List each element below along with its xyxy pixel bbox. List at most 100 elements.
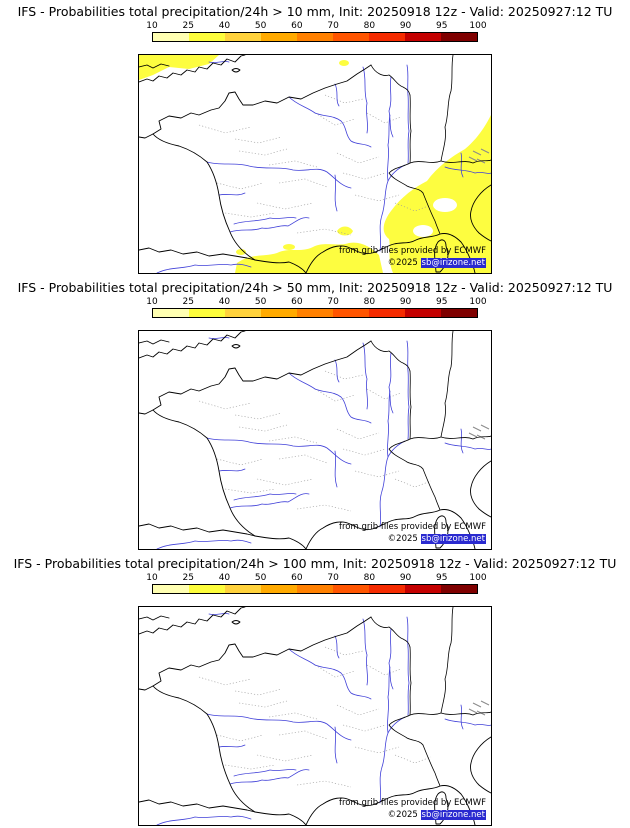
colorbar-tick-label: 10	[146, 21, 158, 31]
colorbar-gradient	[152, 308, 478, 318]
colorbar-segment	[297, 33, 333, 41]
colorbar-tick-label: 90	[399, 573, 412, 583]
colorbar-segment	[441, 309, 477, 317]
colorbar-tick-label: 80	[363, 21, 376, 31]
colorbar-tick-label: 25	[182, 573, 194, 583]
colorbar-ticks: 10 25 40 50 60 70 80 90 95 100	[146, 21, 486, 32]
colorbar-tick-label: 25	[182, 297, 194, 307]
colorbar-tick-label: 80	[363, 297, 376, 307]
colorbar-tick-label: 50	[254, 21, 267, 31]
colorbar-segment	[441, 585, 477, 593]
coastlines	[139, 607, 491, 825]
colorbar-segment	[333, 33, 369, 41]
country-borders	[370, 331, 491, 511]
colorbar-tick-label: 100	[469, 573, 487, 583]
probability-colorbar: 10 25 40 50 60 70 80 90 95 100	[146, 573, 487, 595]
rivers	[156, 613, 491, 825]
terrain-hatch	[468, 700, 490, 716]
panel-title: IFS - Probabilities total precipitation/…	[13, 556, 617, 571]
copyright-text: ©2025	[387, 534, 421, 544]
colorbar-tick-label: 40	[218, 297, 231, 307]
colorbar-segment	[369, 309, 405, 317]
colorbar-tick-label: 70	[327, 297, 339, 307]
panel-title: IFS - Probabilities total precipitation/…	[17, 4, 613, 19]
coastlines	[139, 331, 491, 549]
map-canvas	[139, 55, 491, 273]
probability-colorbar: 10 25 40 50 60 70 80 90 95 100	[146, 21, 487, 43]
colorbar-tick-label: 95	[436, 573, 448, 583]
colorbar-tick-label: 10	[146, 297, 158, 307]
colorbar-tick-label: 50	[254, 573, 267, 583]
colorbar-tick-label: 60	[291, 21, 303, 31]
country-borders	[370, 607, 491, 787]
precipitation-map: from grib files provided by ECMWF ©2025 …	[138, 606, 492, 826]
colorbar-segment	[189, 33, 225, 41]
colorbar-segment	[333, 585, 369, 593]
colorbar-segment	[369, 33, 405, 41]
precipitation-map: from grib files provided by ECMWF ©2025 …	[138, 330, 492, 550]
colorbar-tick-label: 50	[254, 297, 267, 307]
panel-title: IFS - Probabilities total precipitation/…	[17, 280, 613, 295]
map-attribution: from grib files provided by ECMWF ©2025 …	[339, 797, 486, 821]
colorbar-tick-label: 95	[436, 21, 448, 31]
colorbar-ticks: 10 25 40 50 60 70 80 90 95 100	[146, 573, 486, 584]
map-attribution: from grib files provided by ECMWF ©2025 …	[339, 521, 486, 545]
map-canvas	[139, 331, 491, 549]
colorbar-segment	[153, 309, 189, 317]
colorbar-segment	[261, 585, 297, 593]
ecmwf-credit: from grib files provided by ECMWF	[339, 798, 486, 808]
ecmwf-credit: from grib files provided by ECMWF	[339, 246, 486, 256]
map-attribution: from grib files provided by ECMWF ©2025 …	[339, 245, 486, 269]
colorbar-tick-label: 25	[182, 21, 194, 31]
coastlines	[139, 55, 491, 273]
colorbar-segment	[405, 585, 441, 593]
colorbar-segment	[297, 309, 333, 317]
colorbar-segment	[189, 585, 225, 593]
copyright-text: ©2025	[387, 810, 421, 820]
forecast-panel: IFS - Probabilities total precipitation/…	[0, 276, 630, 552]
colorbar-segment	[405, 309, 441, 317]
colorbar-segment	[333, 309, 369, 317]
probability-colorbar: 10 25 40 50 60 70 80 90 95 100	[146, 297, 487, 319]
colorbar-tick-label: 10	[146, 573, 158, 583]
forecast-panel: IFS - Probabilities total precipitation/…	[0, 0, 630, 276]
colorbar-tick-label: 60	[291, 573, 303, 583]
terrain-hatch	[468, 148, 490, 164]
colorbar-tick-label: 80	[363, 573, 376, 583]
colorbar-tick-label: 95	[436, 297, 448, 307]
colorbar-gradient	[152, 32, 478, 42]
colorbar-segment	[261, 33, 297, 41]
colorbar-segment	[405, 33, 441, 41]
colorbar-segment	[153, 585, 189, 593]
terrain-hatch	[468, 424, 490, 440]
colorbar-segment	[441, 33, 477, 41]
forecast-panel: IFS - Probabilities total precipitation/…	[0, 552, 630, 828]
rivers	[156, 337, 491, 549]
rivers	[156, 61, 491, 273]
colorbar-segment	[225, 33, 261, 41]
copyright-link[interactable]: sb@irizone.net	[420, 258, 486, 268]
colorbar-tick-label: 90	[399, 21, 412, 31]
colorbar-segment	[153, 33, 189, 41]
precipitation-map: from grib files provided by ECMWF ©2025 …	[138, 54, 492, 274]
copyright-link[interactable]: sb@irizone.net	[420, 810, 486, 820]
colorbar-tick-label: 60	[291, 297, 303, 307]
colorbar-tick-label: 100	[469, 21, 487, 31]
copyright: ©2025 sb@irizone.net	[339, 533, 486, 545]
colorbar-tick-label: 100	[469, 297, 487, 307]
map-canvas	[139, 607, 491, 825]
ecmwf-credit: from grib files provided by ECMWF	[339, 522, 486, 532]
copyright: ©2025 sb@irizone.net	[339, 809, 486, 821]
precip-overlay	[139, 55, 491, 273]
colorbar-segment	[261, 309, 297, 317]
copyright: ©2025 sb@irizone.net	[339, 257, 486, 269]
copyright-text: ©2025	[387, 258, 421, 268]
colorbar-ticks: 10 25 40 50 60 70 80 90 95 100	[146, 297, 486, 308]
copyright-link[interactable]: sb@irizone.net	[420, 534, 486, 544]
colorbar-segment	[225, 309, 261, 317]
colorbar-segment	[225, 585, 261, 593]
admin-boundaries	[198, 370, 432, 512]
colorbar-tick-label: 40	[218, 21, 231, 31]
country-borders	[370, 55, 491, 235]
colorbar-tick-label: 40	[218, 573, 231, 583]
